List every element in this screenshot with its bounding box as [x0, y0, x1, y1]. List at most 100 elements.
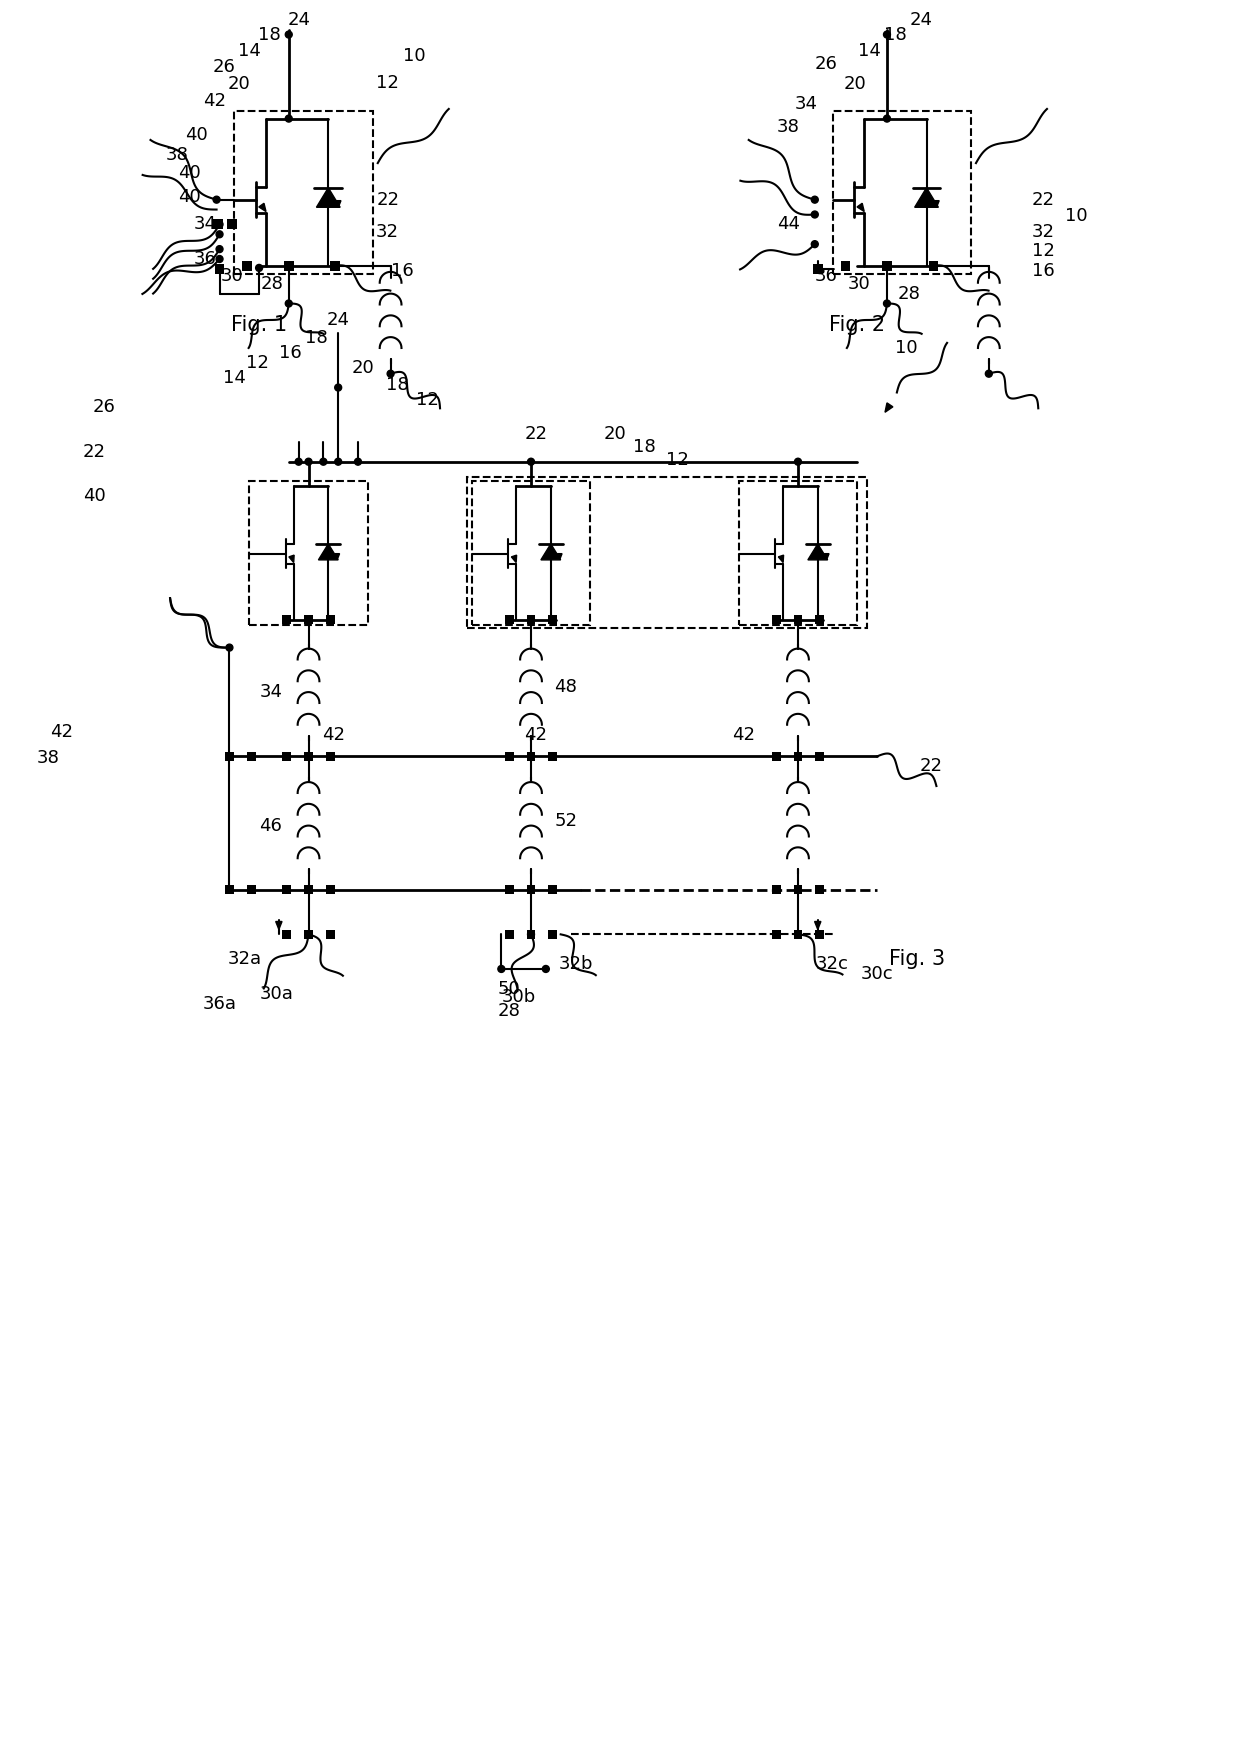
Text: 18: 18: [884, 26, 906, 44]
Text: 22: 22: [82, 443, 105, 461]
Bar: [249, 482, 368, 625]
Text: 34: 34: [193, 215, 216, 234]
Circle shape: [335, 457, 342, 464]
Circle shape: [498, 966, 505, 973]
Bar: [548, 753, 557, 761]
Text: 26: 26: [93, 398, 115, 416]
Text: 42: 42: [321, 726, 345, 744]
Bar: [330, 260, 340, 271]
Circle shape: [795, 457, 801, 464]
Text: 38: 38: [37, 749, 60, 766]
Text: 40: 40: [83, 487, 105, 505]
Circle shape: [305, 457, 312, 464]
Text: 28: 28: [260, 274, 284, 293]
Bar: [505, 931, 513, 939]
Text: 38: 38: [166, 147, 188, 164]
Bar: [527, 753, 536, 761]
Text: 30: 30: [221, 267, 244, 285]
Polygon shape: [336, 201, 341, 208]
Text: 24: 24: [326, 311, 350, 330]
Polygon shape: [808, 543, 827, 560]
Text: 52: 52: [554, 812, 577, 829]
Bar: [794, 931, 802, 939]
Text: Fig. 3: Fig. 3: [889, 950, 945, 969]
Bar: [326, 753, 335, 761]
Bar: [739, 482, 857, 625]
Bar: [815, 615, 825, 625]
Polygon shape: [319, 543, 339, 560]
Polygon shape: [316, 189, 340, 208]
Text: 42: 42: [50, 723, 73, 740]
Bar: [212, 220, 222, 229]
Text: 44: 44: [776, 215, 800, 234]
Text: 22: 22: [525, 424, 547, 443]
Polygon shape: [885, 403, 893, 412]
Circle shape: [305, 887, 312, 894]
Circle shape: [527, 457, 534, 464]
Bar: [284, 260, 294, 271]
Text: 34: 34: [795, 94, 817, 113]
Bar: [505, 885, 513, 894]
Polygon shape: [825, 553, 830, 560]
Text: 16: 16: [279, 344, 303, 361]
Text: 12: 12: [376, 73, 399, 93]
Bar: [283, 615, 291, 625]
Bar: [815, 931, 825, 939]
Circle shape: [335, 384, 342, 391]
Bar: [815, 885, 825, 894]
Bar: [304, 753, 312, 761]
Bar: [466, 477, 867, 629]
Circle shape: [355, 457, 361, 464]
Circle shape: [884, 31, 890, 38]
Polygon shape: [915, 189, 939, 208]
Text: 28: 28: [497, 1002, 521, 1020]
Bar: [548, 931, 557, 939]
Text: 40: 40: [186, 126, 208, 145]
Text: 16: 16: [1032, 262, 1054, 279]
Circle shape: [255, 264, 263, 271]
Bar: [505, 753, 513, 761]
Circle shape: [527, 887, 534, 894]
Polygon shape: [857, 203, 864, 211]
Circle shape: [527, 931, 534, 938]
Text: 30: 30: [848, 274, 870, 293]
Text: 32: 32: [376, 223, 399, 241]
Text: 14: 14: [238, 42, 260, 61]
Bar: [882, 260, 892, 271]
Text: 20: 20: [844, 75, 867, 93]
Bar: [326, 931, 335, 939]
Text: 20: 20: [351, 358, 374, 377]
Text: 18: 18: [386, 375, 409, 393]
Text: 32c: 32c: [816, 955, 849, 973]
Polygon shape: [259, 203, 267, 211]
Circle shape: [884, 115, 890, 122]
Text: 32a: 32a: [227, 950, 262, 967]
Text: 24: 24: [910, 10, 932, 28]
Bar: [832, 110, 971, 274]
Bar: [794, 615, 802, 625]
Bar: [771, 885, 781, 894]
Text: Fig. 1: Fig. 1: [231, 316, 288, 335]
Circle shape: [216, 222, 223, 229]
Text: 40: 40: [179, 189, 201, 206]
Text: 18: 18: [258, 26, 280, 44]
Text: 18: 18: [634, 438, 656, 456]
Bar: [304, 615, 312, 625]
Circle shape: [542, 966, 549, 973]
Text: 42: 42: [732, 726, 755, 744]
Text: 42: 42: [203, 93, 226, 110]
Bar: [304, 885, 312, 894]
Circle shape: [811, 241, 818, 248]
Text: 30b: 30b: [502, 988, 536, 1006]
Text: 48: 48: [554, 677, 577, 697]
Bar: [929, 260, 939, 271]
Bar: [771, 615, 781, 625]
Circle shape: [216, 255, 223, 262]
Text: 46: 46: [259, 817, 283, 835]
Polygon shape: [779, 555, 784, 562]
Text: 36: 36: [815, 267, 837, 285]
Circle shape: [305, 753, 312, 760]
Bar: [812, 264, 822, 274]
Circle shape: [305, 931, 312, 938]
Text: 38: 38: [776, 117, 800, 136]
